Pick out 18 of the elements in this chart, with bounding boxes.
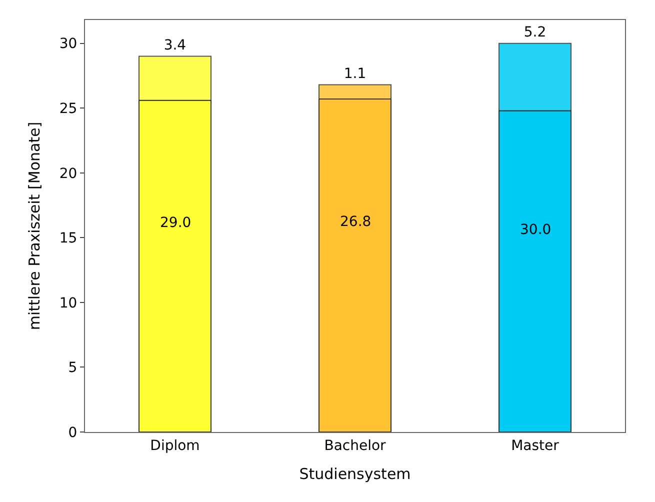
data-label: 3.4 [164,37,186,54]
total-label: 30.0 [520,222,552,238]
x-tick-label: Bachelor [324,438,386,454]
total-label: 29.0 [160,215,192,231]
y-tick-label: 30 [59,36,78,52]
y-tick-label: 15 [59,230,78,247]
data-label: 5.2 [524,24,546,40]
y-tick-label: 5 [68,360,78,376]
total-label: 26.8 [340,214,372,230]
y-tick-label: 0 [68,424,78,441]
y-axis-title: mittlere Praxiszeit [Monate] [26,122,44,330]
x-tick-label: Master [511,438,560,454]
data-label: 1.1 [344,66,366,82]
x-axis-title: Studiensystem [299,464,411,483]
y-tick-label: 20 [59,166,78,182]
y-tick-label: 25 [59,101,78,117]
x-tick-label: Diplom [150,438,200,454]
y-tick-label: 10 [59,295,78,312]
